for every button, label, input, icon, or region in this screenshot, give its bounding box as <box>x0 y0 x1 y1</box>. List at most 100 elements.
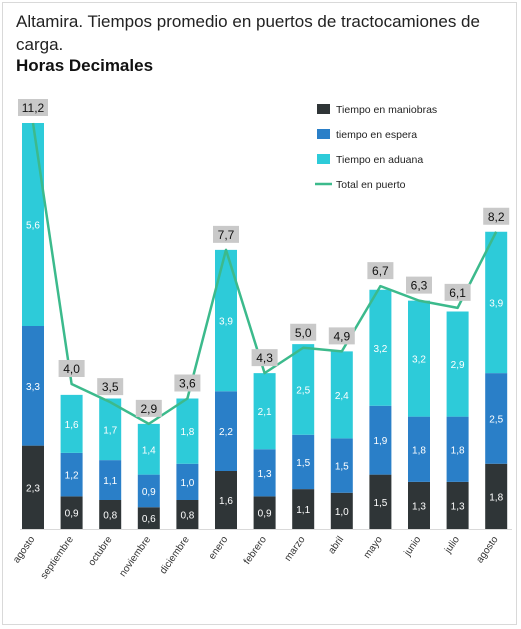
bar-segment <box>60 452 83 497</box>
total-value-label: 7,7 <box>218 228 235 242</box>
bar-value-label: 1,9 <box>373 436 387 447</box>
total-value-label: 3,6 <box>179 377 196 391</box>
total-value-label: 2,9 <box>140 402 157 416</box>
bar-segment <box>330 351 353 439</box>
x-tick-label: febrero <box>242 534 269 567</box>
legend-label: Total en puerto <box>336 179 406 191</box>
bar-value-label: 1,0 <box>335 507 349 518</box>
bar-value-label: 1,3 <box>412 501 426 512</box>
total-value-label: 5,0 <box>295 326 312 340</box>
x-tick-label: agosto <box>11 534 37 565</box>
legend-swatch <box>317 129 330 139</box>
total-label-box <box>406 276 432 294</box>
bar-segment <box>369 474 392 529</box>
chart-frame <box>2 2 517 625</box>
total-label-box <box>135 399 162 417</box>
legend-swatch <box>317 104 330 114</box>
bar-value-label: 0,8 <box>180 511 194 522</box>
x-tick-label: octubre <box>87 534 115 568</box>
bar-segment <box>485 373 508 464</box>
bar-value-label: 2,9 <box>451 360 465 371</box>
bar-value-label: 1,1 <box>296 505 310 516</box>
bar-value-label: 2,5 <box>489 414 503 425</box>
bar-segment <box>485 231 508 374</box>
x-tick-label: septiembre <box>39 534 77 581</box>
total-label-box <box>174 374 201 392</box>
bar-segment <box>253 496 276 529</box>
x-tick-label: diciembre <box>158 534 192 576</box>
bar-value-label: 1,5 <box>335 462 349 473</box>
bar-segment <box>446 416 469 482</box>
bar-segment <box>408 300 430 417</box>
bar-segment <box>176 398 199 464</box>
bar-segment <box>176 500 199 529</box>
total-label-box <box>483 207 510 225</box>
bar-value-label: 1,4 <box>142 445 156 456</box>
bar-value-label: 1,2 <box>65 471 79 482</box>
legend-swatch <box>317 154 330 164</box>
legend-label: Tiempo en aduana <box>336 154 423 166</box>
bar-value-label: 1,6 <box>65 420 79 431</box>
bar-value-label: 1,3 <box>451 501 465 512</box>
total-value-label: 4,9 <box>333 329 350 343</box>
total-line <box>31 122 498 426</box>
total-value-label: 6,7 <box>372 264 389 278</box>
bar-segment <box>99 460 122 500</box>
total-label-box <box>290 323 317 341</box>
bar-value-label: 2,2 <box>219 427 233 438</box>
bar-segment <box>137 423 160 475</box>
bar-segment <box>292 434 315 490</box>
bar-segment <box>330 438 353 493</box>
legend-label: tiempo en espera <box>336 129 417 141</box>
bar-segment <box>176 463 199 500</box>
total-value-label: 6,1 <box>449 286 466 300</box>
bar-value-label: 2,1 <box>258 407 272 418</box>
total-label-box <box>97 378 124 396</box>
x-tick-label: marzo <box>283 534 308 563</box>
bar-value-label: 2,5 <box>296 385 310 396</box>
bar-value-label: 1,5 <box>373 498 387 509</box>
total-value-label: 4,3 <box>256 351 273 365</box>
bar-value-label: 0,9 <box>65 509 79 520</box>
total-label-box <box>328 327 355 345</box>
bar-segment <box>408 481 430 529</box>
bar-value-label: 0,9 <box>258 509 272 520</box>
total-value-label: 6,3 <box>411 279 428 293</box>
bar-segment <box>330 492 353 529</box>
total-label-box <box>251 349 278 367</box>
bar-value-label: 3,9 <box>489 298 503 309</box>
bar-segment <box>485 463 508 529</box>
total-value-label: 4,0 <box>63 362 80 376</box>
bar-value-label: 1,8 <box>412 445 426 456</box>
bar-segment <box>253 373 276 450</box>
bar-segment <box>253 449 276 497</box>
bar-segment <box>60 496 83 529</box>
bar-segment <box>22 326 44 446</box>
bar-segment <box>369 289 392 406</box>
x-tick-label: abril <box>326 534 346 556</box>
bar-value-label: 1,8 <box>180 427 194 438</box>
total-value-label: 3,5 <box>102 380 119 394</box>
bar-value-label: 0,6 <box>142 514 156 525</box>
bar-value-label: 1,6 <box>219 496 233 507</box>
bar-value-label: 2,3 <box>26 483 40 494</box>
bar-value-label: 1,1 <box>103 476 117 487</box>
x-tick-label: enero <box>207 534 231 562</box>
bar-segment <box>369 405 392 475</box>
bar-segment <box>292 489 315 529</box>
bar-value-label: 3,2 <box>373 344 387 355</box>
x-tick-label: julio <box>442 534 462 556</box>
x-tick-label: noviembre <box>117 534 153 579</box>
bar-segment <box>292 344 315 435</box>
bar-segment <box>408 416 430 482</box>
bar-value-label: 5,6 <box>26 221 40 232</box>
bar-value-label: 0,9 <box>142 487 156 498</box>
legend-label: Tiempo en maniobras <box>336 104 437 116</box>
bar-value-label: 1,8 <box>489 492 503 503</box>
bar-segment <box>137 507 160 529</box>
total-label-box <box>18 99 48 116</box>
bar-segment <box>60 394 83 453</box>
bar-value-label: 1,0 <box>180 478 194 489</box>
bar-segment <box>137 474 160 508</box>
